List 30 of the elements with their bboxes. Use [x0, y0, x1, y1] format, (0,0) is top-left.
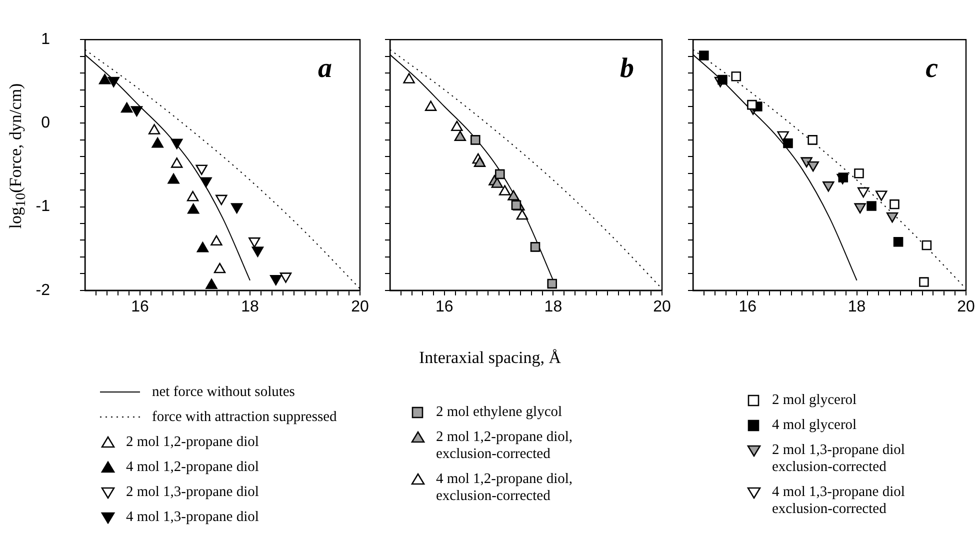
x-tick-label: 18: [848, 298, 866, 316]
x-tick-label: 16: [131, 298, 149, 316]
text: a: [318, 52, 332, 84]
legend-label: 2 mol 1,3-propane diol: [126, 484, 260, 501]
text: c: [926, 52, 939, 84]
x-tick-label: 16: [738, 298, 757, 316]
x-tick-label: 16: [436, 298, 454, 316]
legend-label: 2 mol 1,2-propane diol: [126, 434, 260, 451]
legend-label: 4 mol 1,2-propane diol: [126, 459, 260, 476]
legend-label: 2 mol glycerol: [772, 392, 858, 409]
legend-label: 4 mol 1,3-propane diol: [126, 509, 260, 526]
x-tick-label: 18: [544, 298, 562, 316]
y-tick-label: -1: [36, 198, 50, 216]
y-tick-label: 0: [41, 114, 50, 132]
legend-label: 4 mol 1,3-propane diol exclusion-corrected: [772, 484, 906, 518]
text: b: [620, 52, 634, 84]
x-tick-label: 20: [653, 298, 671, 316]
legend-label: 2 mol ethylene glycol: [436, 404, 564, 421]
x-axis-title: Interaxial spacing, Å: [418, 348, 562, 368]
legend-label: 2 mol 1,2-propane diol, exclusion-corrected: [436, 429, 574, 463]
x-tick-label: 20: [957, 298, 975, 316]
y-tick-label: -2: [36, 282, 50, 299]
legend-label: force with attraction suppressed: [152, 409, 338, 426]
legend-label: 2 mol 1,3-propane diol exclusion-corrected: [772, 442, 906, 476]
legend-label: 4 mol 1,2-propane diol, exclusion-corrected: [436, 471, 574, 505]
y-tick-label: 1: [41, 31, 50, 48]
x-tick-label: 18: [241, 298, 259, 316]
legend-label: net force without solutes: [152, 384, 296, 401]
x-tick-label: 20: [351, 298, 369, 316]
legend-label: 4 mol glycerol: [772, 417, 858, 434]
